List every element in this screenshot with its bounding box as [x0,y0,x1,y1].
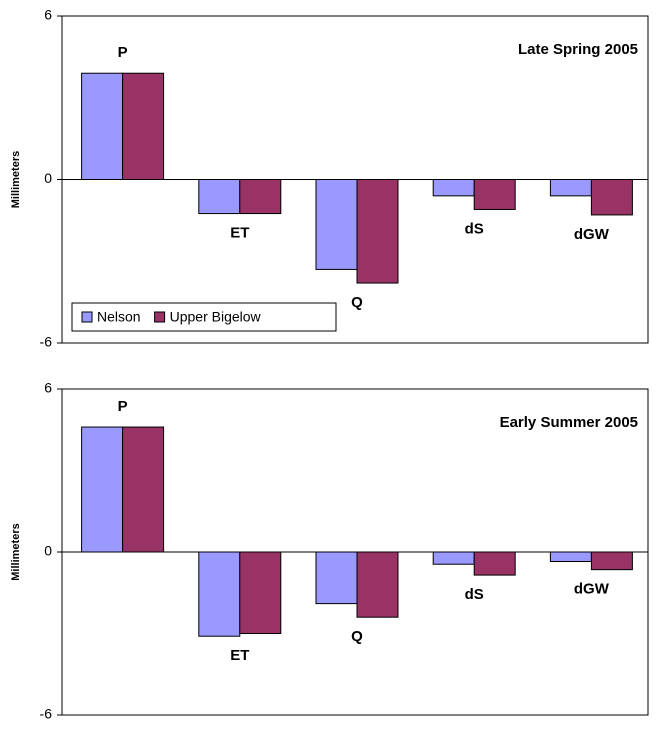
category-label: P [118,44,128,61]
bar [473,179,516,210]
chart-title: Late Spring 2005 [518,41,638,58]
y-tick-label: 0 [44,170,52,186]
category-label: dS [465,220,484,237]
bar [198,179,241,215]
bar [356,551,399,618]
bar [590,179,633,216]
bar [239,551,282,634]
category-label: P [118,398,128,415]
y-axis-label: Millimeters [10,151,22,208]
y-tick-label: 0 [44,543,52,559]
bar [81,72,124,180]
chart-title: Early Summer 2005 [500,414,638,431]
bar [122,426,165,553]
bar [549,179,592,197]
category-label: dGW [574,226,610,243]
bar [432,551,475,565]
bar [239,179,282,215]
bar [590,551,633,571]
bar [81,426,124,553]
category-label: Q [351,294,363,311]
y-tick-label: 6 [44,380,52,396]
category-label: ET [230,647,249,664]
y-axis-label: Millimeters [10,523,22,580]
legend-label: Upper Bigelow [170,309,262,325]
y-tick-label: 6 [44,7,52,23]
legend-label: Nelson [97,309,141,325]
category-label: Q [351,628,363,645]
bar [432,179,475,197]
legend-swatch [81,311,93,323]
bar [198,551,241,637]
y-tick-label: -6 [40,334,53,350]
category-label: ET [230,225,249,242]
bar [122,72,165,180]
bar [315,551,358,605]
category-label: dS [465,586,484,603]
bar [473,551,516,576]
legend-box [71,302,337,332]
category-label: dGW [574,581,610,598]
y-tick-label: -6 [40,706,53,722]
legend-swatch [154,311,166,323]
bar [356,179,399,284]
bar [315,179,358,270]
bar [549,551,592,563]
